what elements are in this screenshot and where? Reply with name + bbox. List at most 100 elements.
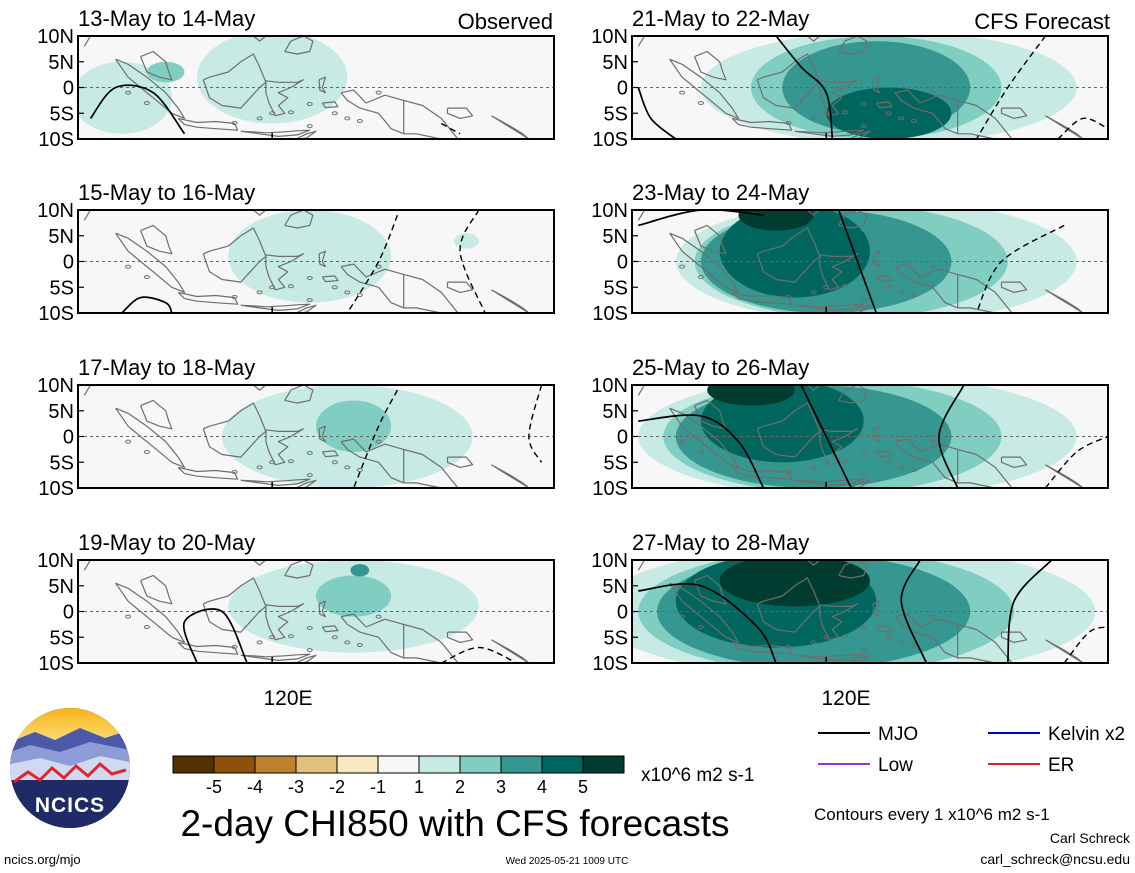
coastline xyxy=(491,639,530,663)
coastline xyxy=(321,101,339,109)
islet xyxy=(331,460,338,465)
islet xyxy=(231,121,238,126)
legend-item: MJO xyxy=(818,724,918,745)
y-tick-label: 0 xyxy=(617,427,628,449)
panel-title: 23-May to 24-May xyxy=(632,180,809,205)
logo-text: NCICS xyxy=(35,794,105,817)
y-tick-label: 10S xyxy=(592,129,628,151)
colorbar-tick-label: 5 xyxy=(578,777,588,797)
islet xyxy=(841,284,848,289)
map-panel: 10N 5N 0 5S 10S 19-May to 20-May xyxy=(37,530,555,675)
coastline xyxy=(177,291,239,305)
colorbar-swatch xyxy=(459,755,502,774)
legend-label: Kelvin x2 xyxy=(1048,724,1125,745)
colorbar-swatch xyxy=(541,755,584,774)
islet xyxy=(269,285,276,290)
coastline xyxy=(694,574,727,605)
colorbar-tick-label: 1 xyxy=(414,777,424,797)
y-tick-label: 5S xyxy=(604,452,628,474)
coastline xyxy=(240,478,311,486)
coastlines xyxy=(637,560,1084,663)
y-tick-label: 0 xyxy=(617,252,628,274)
islet xyxy=(860,625,867,630)
islet xyxy=(910,292,917,297)
mjo-contour-negative xyxy=(975,36,1046,139)
islet xyxy=(125,264,132,269)
legend-label: ER xyxy=(1048,755,1074,776)
x-axis-label-right: 120E xyxy=(821,687,870,710)
islet xyxy=(679,90,686,95)
y-tick-label: 10N xyxy=(37,375,74,397)
cfs-forecast-label: CFS Forecast xyxy=(974,9,1110,34)
coastline xyxy=(838,385,868,404)
islet xyxy=(306,101,313,106)
coastline xyxy=(340,263,459,313)
coastline xyxy=(284,385,314,404)
coastline xyxy=(340,613,459,663)
islet xyxy=(860,298,867,303)
y-tick-label: 0 xyxy=(617,78,628,100)
colorbar-tick-label: -4 xyxy=(247,777,263,797)
legend-item: Low xyxy=(818,755,913,776)
mjo-contour-negative xyxy=(528,385,543,463)
islet xyxy=(231,470,238,475)
y-tick-label: 10N xyxy=(591,550,628,572)
islet xyxy=(697,449,704,454)
islet xyxy=(269,635,276,640)
coastline xyxy=(321,625,339,633)
islet xyxy=(860,124,867,129)
coastlines xyxy=(637,210,1084,313)
map-panel: 10N 5N 0 5S 10S 23-May to 24-May xyxy=(591,180,1109,325)
mjo-contour xyxy=(775,36,834,139)
coastline xyxy=(115,232,186,293)
colorbar-swatch xyxy=(213,755,256,774)
islet xyxy=(375,614,382,619)
coastline xyxy=(318,250,326,268)
coastline xyxy=(875,450,893,458)
shading-level-4 xyxy=(826,87,952,139)
shading-level-2 xyxy=(146,61,185,83)
islet xyxy=(269,111,276,116)
islet xyxy=(256,640,263,645)
coastline xyxy=(731,466,793,480)
mjo-contour xyxy=(900,560,928,663)
coastline xyxy=(115,582,186,644)
islet xyxy=(231,645,238,650)
colorbar-tick-label: -3 xyxy=(288,777,304,797)
y-tick-label: 10S xyxy=(38,653,74,675)
shading-level-5 xyxy=(719,560,870,607)
islet xyxy=(785,645,792,650)
islet xyxy=(256,290,263,295)
map-panel: 10N 5N 0 5S 10S 17-May to 18-May xyxy=(37,355,555,500)
coastline xyxy=(807,385,821,391)
coastline xyxy=(875,275,893,283)
coastline xyxy=(894,89,1013,139)
islet xyxy=(356,118,363,123)
coastline xyxy=(240,303,311,311)
coastline xyxy=(894,438,1013,488)
coastline xyxy=(253,210,267,216)
colorbar-tick-label: 3 xyxy=(496,777,506,797)
y-tick-label: 0 xyxy=(617,602,628,624)
coastline xyxy=(115,58,186,120)
legend-label: Low xyxy=(878,755,913,776)
colorbar-tick-label: 4 xyxy=(537,777,547,797)
y-tick-label: 5N xyxy=(48,576,74,598)
coastline xyxy=(875,101,893,109)
islet xyxy=(306,275,313,280)
shading-level-1 xyxy=(453,233,479,249)
mjo-contour-negative xyxy=(1044,435,1108,488)
coastline xyxy=(1045,464,1084,488)
figure-title: 2-day CHI850 with CFS forecasts xyxy=(180,803,729,844)
coastline xyxy=(694,224,727,255)
author: Carl Schreck xyxy=(1050,830,1131,846)
colorbar-unit: x10^6 m2 s-1 xyxy=(641,765,754,786)
coastline xyxy=(819,603,859,641)
coastline xyxy=(446,631,474,644)
y-tick-label: 10S xyxy=(38,303,74,325)
panel-title: 27-May to 28-May xyxy=(632,530,809,555)
mjo-contour xyxy=(637,87,677,139)
y-tick-label: 0 xyxy=(63,252,74,274)
